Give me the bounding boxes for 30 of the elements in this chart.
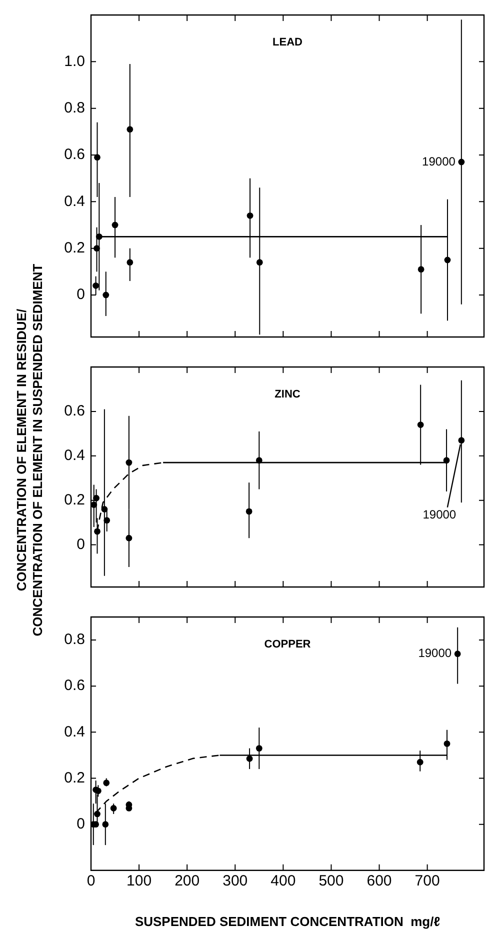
x-tick-label: 600 (366, 872, 392, 890)
y-tick-label: 0.6 (64, 402, 85, 420)
y-tick-label: 1.0 (64, 52, 85, 70)
x-tick-label: 700 (414, 872, 440, 890)
y-tick-label: 0 (76, 286, 85, 304)
y-tick-label: 0.2 (64, 769, 85, 786)
x-tick-label: 100 (126, 872, 152, 890)
y-tick-label: 0 (76, 815, 85, 832)
x-tick-label: 200 (174, 872, 200, 890)
annotation: 19000 (422, 154, 456, 168)
y-tick-label: 0.4 (64, 723, 85, 740)
y-tick-label: 0.4 (64, 192, 85, 210)
y-tick-label: 0.6 (64, 146, 85, 164)
y-tick-label: 0.6 (64, 677, 85, 694)
annotation: 19000 (422, 508, 456, 522)
text: ZINC (274, 388, 300, 401)
x-tick-label: 300 (222, 872, 248, 890)
y-tick-label: 0.8 (64, 99, 85, 116)
text: COPPER (264, 638, 311, 651)
x-tick-label: 500 (318, 872, 344, 890)
x-axis-title: SUSPENDED SEDIMENT CONCENTRATION mg/ℓ (134, 914, 440, 929)
x-tick-label: 400 (270, 872, 296, 890)
annotation: 19000 (418, 646, 452, 660)
y-tick-label: 0.4 (64, 447, 85, 464)
text: LEAD (272, 36, 303, 49)
y-tick-label: 0.2 (64, 239, 85, 256)
y-tick-label: 0.2 (64, 491, 85, 508)
y-axis-title: CONCENTRATION OF ELEMENT IN RESIDUE/ CONCENTRATION OF ELEMENT IN SUSPENDED SEDIMENT (14, 264, 46, 636)
y-tick-label: 0 (76, 536, 85, 553)
y-tick-label: 0.8 (64, 631, 85, 648)
